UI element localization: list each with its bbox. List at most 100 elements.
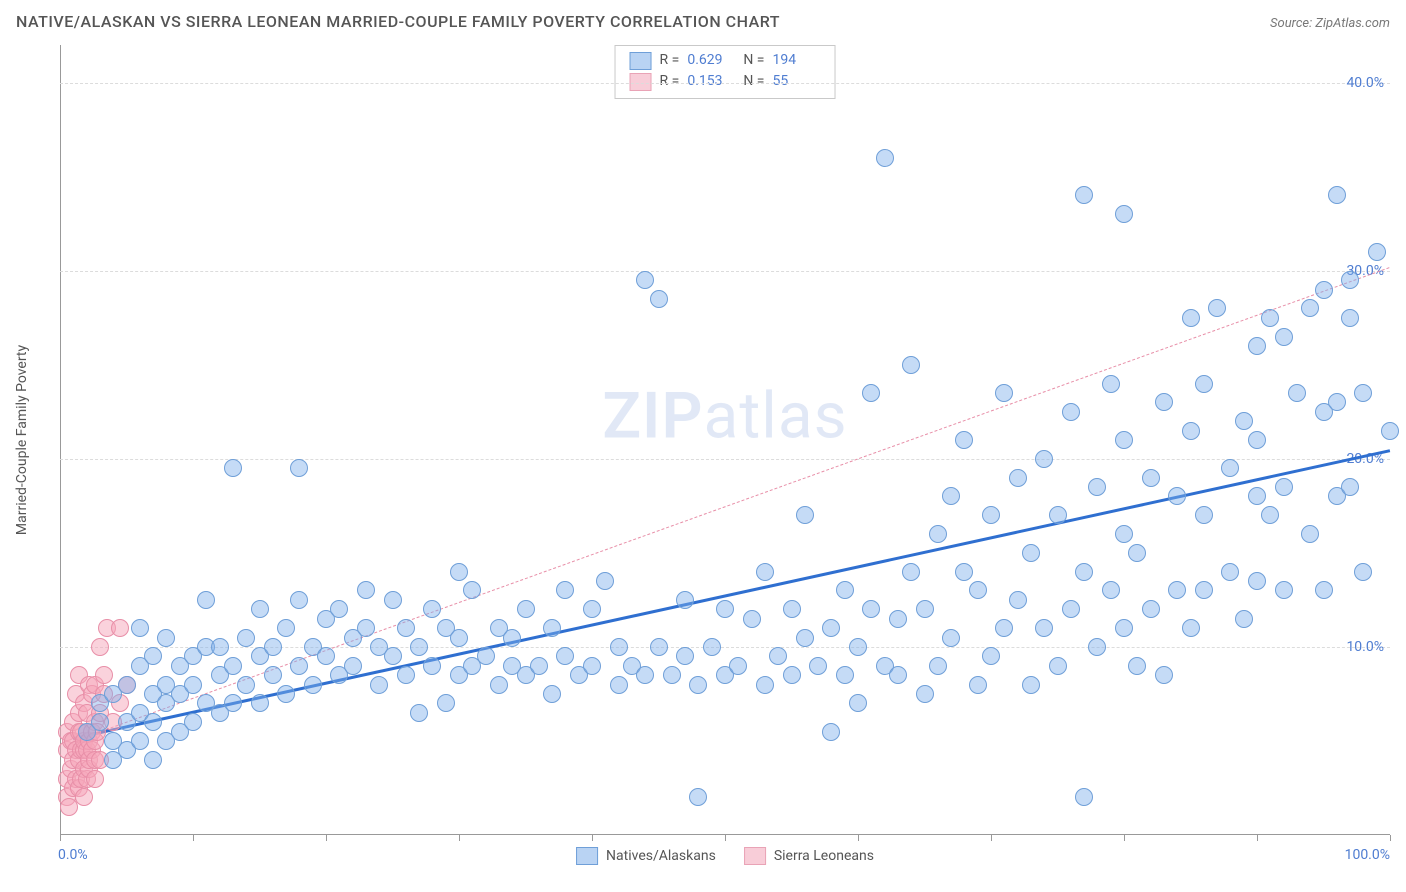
- gridline: [60, 271, 1390, 272]
- x-tick: [592, 835, 593, 841]
- legend-label: Natives/Alaskans: [606, 848, 716, 864]
- marker-blue: [610, 638, 628, 656]
- marker-blue: [118, 676, 136, 694]
- marker-blue: [929, 525, 947, 543]
- marker-blue: [862, 600, 880, 618]
- marker-blue: [982, 647, 1000, 665]
- legend-n-value: 55: [772, 71, 820, 92]
- marker-blue: [410, 704, 428, 722]
- x-tick: [858, 835, 859, 841]
- marker-blue: [995, 384, 1013, 402]
- marker-blue: [1182, 422, 1200, 440]
- x-tick: [1390, 835, 1391, 841]
- marker-blue: [277, 619, 295, 637]
- marker-blue: [1182, 619, 1200, 637]
- marker-blue: [862, 384, 880, 402]
- marker-blue: [264, 638, 282, 656]
- marker-blue: [1088, 478, 1106, 496]
- legend-n-label: N =: [743, 71, 764, 92]
- marker-blue: [1142, 600, 1160, 618]
- marker-blue: [1088, 638, 1106, 656]
- y-tick-label: 40.0%: [1346, 75, 1384, 91]
- marker-blue: [650, 290, 668, 308]
- marker-blue: [384, 591, 402, 609]
- legend-item: Natives/Alaskans: [576, 847, 716, 865]
- marker-blue: [264, 666, 282, 684]
- x-tick: [991, 835, 992, 841]
- marker-blue: [982, 506, 1000, 524]
- legend-row: R =0.153N =55: [630, 71, 821, 92]
- marker-blue: [703, 638, 721, 656]
- marker-blue: [410, 638, 428, 656]
- marker-blue: [796, 629, 814, 647]
- marker-blue: [490, 676, 508, 694]
- marker-blue: [1195, 375, 1213, 393]
- marker-blue: [304, 676, 322, 694]
- marker-blue: [1062, 403, 1080, 421]
- marker-blue: [955, 431, 973, 449]
- marker-blue: [1102, 375, 1120, 393]
- marker-blue: [1235, 610, 1253, 628]
- legend-r-label: R =: [660, 50, 680, 71]
- marker-blue: [716, 600, 734, 618]
- x-tick: [1124, 835, 1125, 841]
- gridline: [60, 83, 1390, 84]
- marker-blue: [942, 487, 960, 505]
- marker-blue: [916, 685, 934, 703]
- marker-blue: [676, 591, 694, 609]
- marker-blue: [197, 591, 215, 609]
- marker-blue: [1328, 186, 1346, 204]
- marker-blue: [290, 459, 308, 477]
- x-tick: [1257, 835, 1258, 841]
- marker-blue: [397, 619, 415, 637]
- marker-blue: [131, 619, 149, 637]
- marker-blue: [184, 676, 202, 694]
- marker-blue: [796, 506, 814, 524]
- marker-blue: [1261, 309, 1279, 327]
- marker-blue: [1248, 337, 1266, 355]
- marker-blue: [809, 657, 827, 675]
- marker-blue: [610, 676, 628, 694]
- marker-blue: [450, 629, 468, 647]
- marker-blue: [1354, 384, 1372, 402]
- marker-blue: [1182, 309, 1200, 327]
- marker-blue: [344, 657, 362, 675]
- marker-blue: [889, 610, 907, 628]
- marker-blue: [477, 647, 495, 665]
- marker-blue: [650, 638, 668, 656]
- marker-blue: [1341, 271, 1359, 289]
- marker-blue: [583, 657, 601, 675]
- marker-blue: [583, 600, 601, 618]
- marker-blue: [756, 676, 774, 694]
- marker-blue: [211, 638, 229, 656]
- marker-blue: [916, 600, 934, 618]
- marker-blue: [144, 751, 162, 769]
- marker-blue: [1115, 619, 1133, 637]
- marker-blue: [224, 459, 242, 477]
- marker-blue: [1155, 666, 1173, 684]
- marker-blue: [1354, 563, 1372, 581]
- trend-line: [73, 449, 1390, 740]
- marker-pink: [86, 770, 104, 788]
- marker-blue: [1275, 478, 1293, 496]
- legend-swatch: [576, 847, 598, 865]
- legend-swatch: [744, 847, 766, 865]
- marker-blue: [1301, 525, 1319, 543]
- x-tick: [193, 835, 194, 841]
- marker-blue: [1035, 450, 1053, 468]
- marker-blue: [995, 619, 1013, 637]
- marker-blue: [902, 356, 920, 374]
- y-axis-line: [60, 45, 61, 835]
- marker-blue: [450, 563, 468, 581]
- x-tick: [459, 835, 460, 841]
- marker-blue: [1115, 205, 1133, 223]
- marker-blue: [503, 629, 521, 647]
- marker-blue: [463, 581, 481, 599]
- marker-blue: [1009, 469, 1027, 487]
- marker-blue: [783, 666, 801, 684]
- marker-blue: [1035, 619, 1053, 637]
- legend-n-label: N =: [743, 50, 764, 71]
- marker-blue: [849, 638, 867, 656]
- x-tick-label: 0.0%: [58, 847, 88, 863]
- legend-row: R =0.629N =194: [630, 50, 821, 71]
